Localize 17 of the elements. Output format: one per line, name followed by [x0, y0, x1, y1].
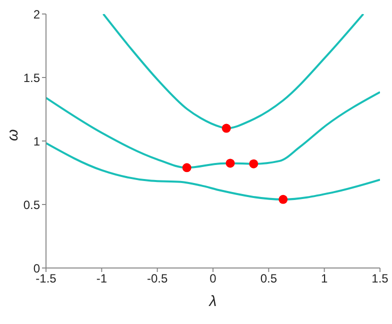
x-tick-label: 0: [210, 272, 217, 286]
y-tick-label: 1.5: [23, 70, 40, 85]
y-axis-title: ω: [4, 129, 22, 141]
x-tick-label: 0.5: [260, 272, 278, 286]
point: [222, 124, 231, 133]
x-tick-label: -0.5: [146, 272, 168, 286]
point: [249, 159, 258, 168]
x-tick-label: -1: [96, 272, 108, 286]
x-axis-title: λ: [208, 293, 217, 310]
point: [182, 163, 192, 172]
y-tick-label: 2: [33, 7, 40, 22]
y-tick-label: 0.5: [23, 198, 40, 212]
x-tick-label: 1: [320, 272, 328, 286]
point: [278, 194, 288, 204]
y-tick-label: 1: [33, 134, 40, 148]
point: [226, 158, 235, 168]
x-tick-label: 1.5: [372, 272, 389, 286]
